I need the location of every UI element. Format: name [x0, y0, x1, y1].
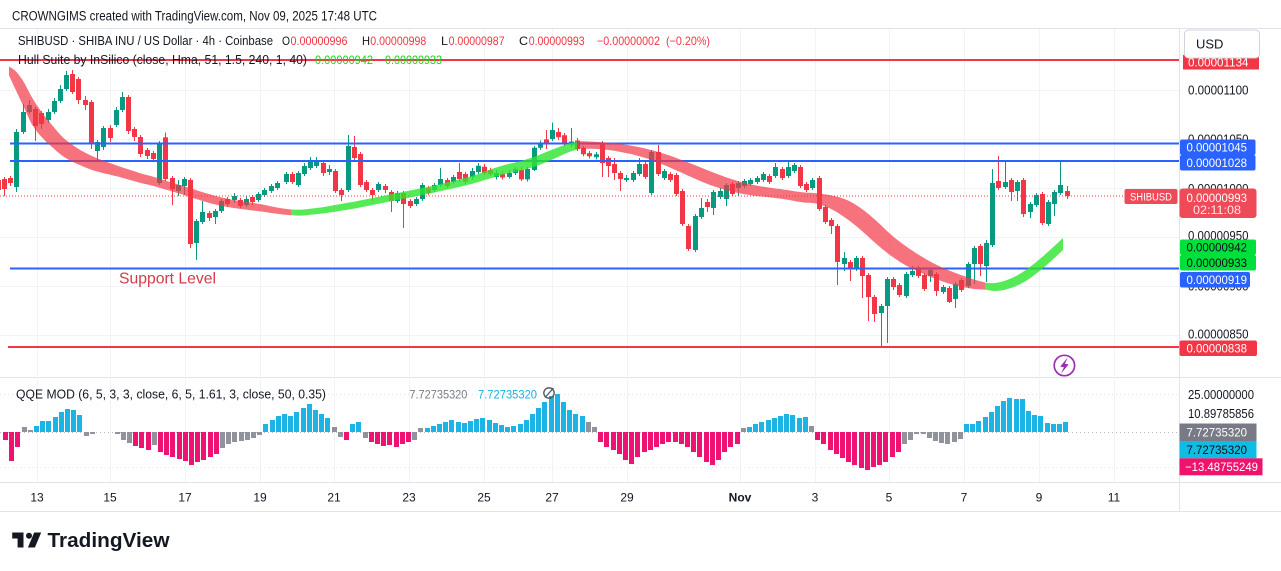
svg-text:27: 27	[545, 491, 559, 505]
svg-text:0.00000993: 0.00000993	[1187, 191, 1248, 205]
svg-text:0.00000919: 0.00000919	[1187, 273, 1248, 287]
svg-text:0.00000850: 0.00000850	[1188, 328, 1249, 342]
svg-text:QQE MOD (6, 5, 3, 3, close, 6,: QQE MOD (6, 5, 3, 3, close, 6, 5, 1.61, …	[16, 388, 326, 402]
svg-text:02:11:08: 02:11:08	[1193, 205, 1241, 217]
svg-text:13: 13	[30, 491, 44, 505]
svg-text:0.00000987: 0.00000987	[449, 34, 505, 48]
svg-text:C: C	[519, 34, 528, 48]
svg-text:9: 9	[1036, 491, 1043, 505]
svg-text:0.00000942: 0.00000942	[315, 53, 373, 67]
svg-text:SHIBUSD · SHIBA INU / US Dolla: SHIBUSD · SHIBA INU / US Dollar · 4h · C…	[18, 34, 273, 48]
svg-text:7.72735320: 7.72735320	[1187, 426, 1248, 440]
svg-text:25: 25	[477, 491, 491, 505]
svg-text:5: 5	[886, 491, 893, 505]
svg-text:7.72735320: 7.72735320	[478, 388, 537, 402]
svg-text:SHIBUSD: SHIBUSD	[1130, 192, 1172, 204]
svg-text:CROWNGIMS created with Trading: CROWNGIMS created with TradingView.com, …	[12, 9, 377, 24]
svg-text:−13.48755249: −13.48755249	[1185, 460, 1258, 474]
svg-text:7.72735320: 7.72735320	[1187, 443, 1248, 457]
svg-text:Support Level: Support Level	[119, 271, 216, 288]
svg-text:23: 23	[402, 491, 416, 505]
svg-text:0.00001100: 0.00001100	[1188, 84, 1249, 98]
svg-text:19: 19	[253, 491, 267, 505]
svg-text:H: H	[362, 34, 370, 48]
svg-text:29: 29	[620, 491, 634, 505]
svg-text:21: 21	[327, 491, 341, 505]
svg-text:17: 17	[178, 491, 192, 505]
svg-text:0.00000933: 0.00000933	[385, 53, 442, 67]
svg-text:0.00000942: 0.00000942	[1187, 240, 1248, 254]
svg-text:15: 15	[103, 491, 117, 505]
svg-text:3: 3	[812, 491, 819, 505]
svg-text:TradingView: TradingView	[48, 530, 170, 552]
svg-text:L: L	[441, 34, 448, 48]
svg-text:0.00001045: 0.00001045	[1187, 140, 1248, 154]
svg-text:10.89785856: 10.89785856	[1188, 407, 1254, 421]
svg-text:(−0.20%): (−0.20%)	[666, 34, 710, 48]
svg-text:7.72735320: 7.72735320	[409, 388, 467, 402]
svg-text:USD: USD	[1196, 37, 1223, 52]
svg-text:0.00000993: 0.00000993	[529, 34, 585, 48]
svg-text:Hull Suite by InSilico (close,: Hull Suite by InSilico (close, Hma, 51, …	[18, 53, 307, 67]
svg-text:Nov: Nov	[729, 491, 752, 505]
svg-text:0.00001028: 0.00001028	[1187, 156, 1248, 170]
svg-text:0.00001134: 0.00001134	[1188, 56, 1249, 70]
svg-text:0.00000996: 0.00000996	[291, 34, 348, 48]
svg-text:7: 7	[961, 491, 968, 505]
svg-text:0.00000933: 0.00000933	[1187, 256, 1248, 270]
svg-text:25.00000000: 25.00000000	[1188, 388, 1254, 402]
svg-text:0.00000838: 0.00000838	[1187, 341, 1248, 355]
svg-text:−0.00000002: −0.00000002	[597, 34, 660, 48]
svg-text:O: O	[282, 34, 290, 48]
svg-text:0.00000998: 0.00000998	[370, 34, 426, 48]
svg-text:11: 11	[1108, 491, 1121, 505]
